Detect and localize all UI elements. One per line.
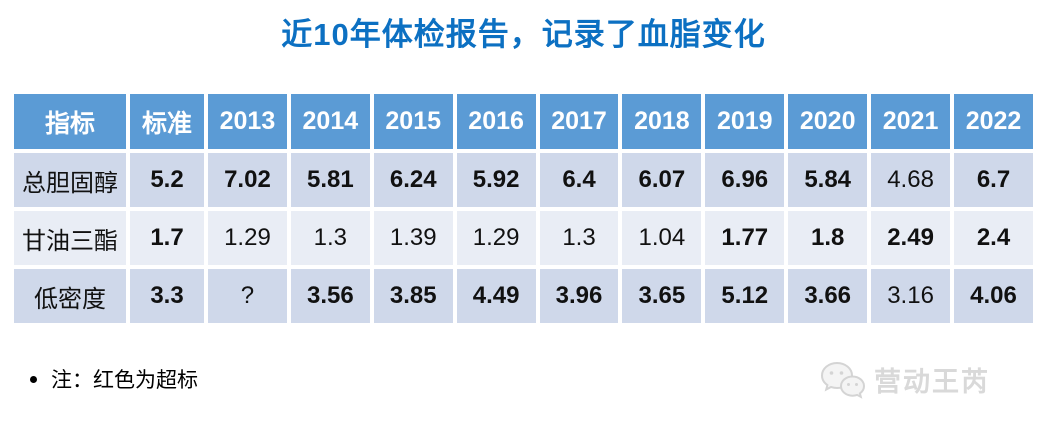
- year-header: 2020: [788, 94, 868, 149]
- value-cell: 6.07: [622, 153, 702, 207]
- table-row: 甘油三酯 1.7 1.29 1.3 1.39 1.29 1.3 1.04 1.77 1.8 2.49…: [14, 211, 1033, 265]
- value-cell: 3.85: [373, 269, 453, 323]
- value-cell: 3.16: [871, 269, 951, 323]
- watermark-text: 营动王芮: [874, 367, 990, 397]
- table-header-row: 指标 标准 2013 2014 2015 2016 2017 2018 2019 2020 2021…: [14, 94, 1033, 149]
- value-cell: 3.96: [539, 269, 619, 323]
- value-cell: 2.4: [954, 211, 1033, 265]
- value-cell: 1.77: [705, 211, 785, 265]
- column-header: 标准: [130, 94, 204, 149]
- value-cell: 2.49: [871, 211, 951, 265]
- value-cell: 1.3: [290, 211, 370, 265]
- year-header: 2015: [373, 94, 453, 149]
- value-cell: 5.12: [705, 269, 785, 323]
- value-cell: 5.81: [290, 153, 370, 207]
- watermark: 营动王芮: [820, 360, 990, 399]
- table-body: 总胆固醇 5.2 7.02 5.81 6.24 5.92 6.4 6.07 6.96 5.84 4.…: [14, 153, 1033, 323]
- value-cell: 4.06: [954, 269, 1033, 323]
- value-cell: 1.04: [622, 211, 702, 265]
- value-cell: 1.29: [208, 211, 287, 265]
- value-cell: 4.68: [871, 153, 951, 207]
- footnote: 注：红色为超标: [30, 364, 198, 394]
- year-header: 2018: [622, 94, 702, 149]
- value-cell: 1.29: [456, 211, 536, 265]
- value-cell: 3.56: [290, 269, 370, 323]
- value-cell: 1.3: [539, 211, 619, 265]
- value-cell: ?: [208, 269, 287, 323]
- wechat-bubbles-icon: [820, 361, 866, 399]
- value-cell: 1.8: [788, 211, 868, 265]
- table-row: 低密度 3.3? 3.56 3.85 4.49 3.96 3.65 5.12 3.66 3.16 4…: [14, 269, 1033, 323]
- year-header: 2021: [871, 94, 951, 149]
- value-cell: 4.49: [456, 269, 536, 323]
- value-cell: 3.66: [788, 269, 868, 323]
- year-header: 2016: [456, 94, 536, 149]
- value-cell: 5.84: [788, 153, 868, 207]
- value-cell: 7.02: [208, 153, 287, 207]
- indicator-cell: 低密度: [14, 269, 126, 323]
- year-header: 2022: [954, 94, 1033, 149]
- value-cell: 6.4: [539, 153, 619, 207]
- page-title: 近10年体检报告，记录了血脂变化: [281, 17, 766, 52]
- footnote-text: 注：红色为超标: [51, 369, 198, 392]
- year-header: 2019: [705, 94, 785, 149]
- year-header: 2013: [208, 94, 287, 149]
- value-cell: 3.65: [622, 269, 702, 323]
- indicator-cell: 甘油三酯: [14, 211, 126, 265]
- table-row: 总胆固醇 5.2 7.02 5.81 6.24 5.92 6.4 6.07 6.96 5.84 4.…: [14, 153, 1033, 207]
- value-cell: 6.24: [373, 153, 453, 207]
- year-header: 2017: [539, 94, 619, 149]
- standard-cell: 3.3: [130, 269, 204, 323]
- year-header: 2014: [290, 94, 370, 149]
- column-header: 指标: [14, 94, 126, 149]
- value-cell: 6.7: [954, 153, 1033, 207]
- indicator-cell: 总胆固醇: [14, 153, 126, 207]
- value-cell: 6.96: [705, 153, 785, 207]
- value-cell: 1.39: [373, 211, 453, 265]
- value-cell: 5.92: [456, 153, 536, 207]
- blood-lipid-table: 指标 标准 2013 2014 2015 2016 2017 2018 2019 2020 2021…: [10, 90, 1037, 327]
- bullet-icon: [30, 375, 37, 383]
- standard-cell: 1.7: [130, 211, 204, 265]
- standard-cell: 5.2: [130, 153, 204, 207]
